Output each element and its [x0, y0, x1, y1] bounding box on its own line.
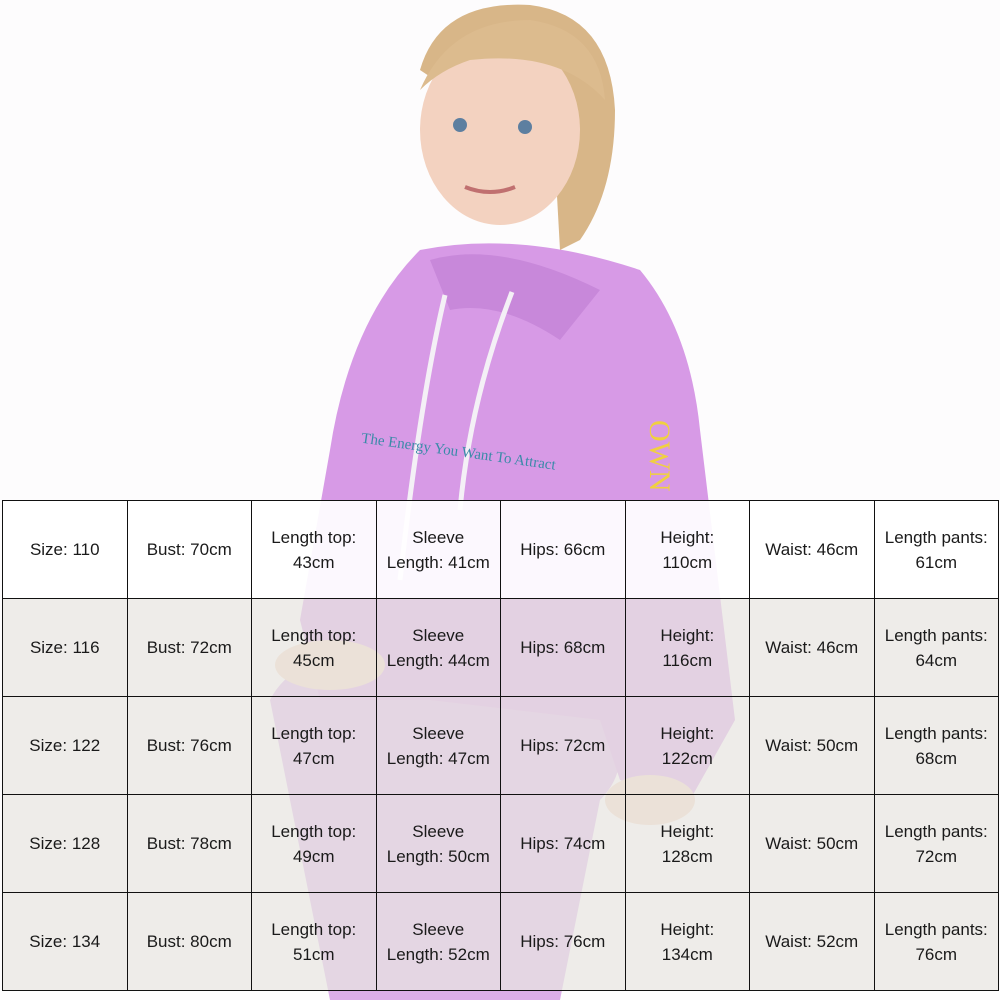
- cell-hips: Hips: 74cm: [500, 794, 626, 893]
- cell-hips: Hips: 68cm: [500, 598, 626, 697]
- cell-hips: Hips: 76cm: [500, 892, 626, 991]
- size-row: Size: 134 Bust: 80cm Length top: 51cm Sleev…: [2, 892, 999, 991]
- cell-size: Size: 134: [2, 892, 128, 991]
- cell-sleeve-length: Sleeve Length: 44cm: [375, 598, 501, 697]
- cell-size: Size: 122: [2, 696, 128, 795]
- cell-length-top: Length top: 43cm: [251, 500, 377, 599]
- cell-length-pants: Length pants: 76cm: [873, 892, 999, 991]
- size-row: Size: 110 Bust: 70cm Length top: 43cm Sleev…: [2, 500, 999, 599]
- cell-size: Size: 110: [2, 500, 128, 599]
- size-row: Size: 122 Bust: 76cm Length top: 47cm Sleev…: [2, 696, 999, 795]
- svg-text:OWN: OWN: [643, 420, 676, 492]
- cell-sleeve-length: Sleeve Length: 52cm: [375, 892, 501, 991]
- cell-length-top: Length top: 47cm: [251, 696, 377, 795]
- cell-height: Height: 110cm: [624, 500, 750, 599]
- cell-bust: Bust: 80cm: [126, 892, 252, 991]
- cell-size: Size: 116: [2, 598, 128, 697]
- face: [420, 35, 580, 225]
- cell-length-top: Length top: 51cm: [251, 892, 377, 991]
- cell-length-top: Length top: 45cm: [251, 598, 377, 697]
- cell-length-pants: Length pants: 64cm: [873, 598, 999, 697]
- cell-sleeve-length: Sleeve Length: 50cm: [375, 794, 501, 893]
- cell-height: Height: 134cm: [624, 892, 750, 991]
- cell-height: Height: 116cm: [624, 598, 750, 697]
- size-chart-table: Size: 110 Bust: 70cm Length top: 43cm Sleev…: [2, 500, 999, 991]
- cell-bust: Bust: 72cm: [126, 598, 252, 697]
- cell-length-top: Length top: 49cm: [251, 794, 377, 893]
- cell-waist: Waist: 50cm: [749, 696, 875, 795]
- cell-size: Size: 128: [2, 794, 128, 893]
- size-row: Size: 116 Bust: 72cm Length top: 45cm Sleev…: [2, 598, 999, 697]
- cell-waist: Waist: 52cm: [749, 892, 875, 991]
- cell-height: Height: 122cm: [624, 696, 750, 795]
- cell-sleeve-length: Sleeve Length: 47cm: [375, 696, 501, 795]
- cell-hips: Hips: 72cm: [500, 696, 626, 795]
- size-row: Size: 128 Bust: 78cm Length top: 49cm Sleev…: [2, 794, 999, 893]
- cell-waist: Waist: 46cm: [749, 500, 875, 599]
- cell-hips: Hips: 66cm: [500, 500, 626, 599]
- cell-sleeve-length: Sleeve Length: 41cm: [375, 500, 501, 599]
- cell-length-pants: Length pants: 72cm: [873, 794, 999, 893]
- cell-bust: Bust: 78cm: [126, 794, 252, 893]
- cell-bust: Bust: 70cm: [126, 500, 252, 599]
- cell-length-pants: Length pants: 68cm: [873, 696, 999, 795]
- cell-waist: Waist: 50cm: [749, 794, 875, 893]
- cell-height: Height: 128cm: [624, 794, 750, 893]
- cell-bust: Bust: 76cm: [126, 696, 252, 795]
- cell-waist: Waist: 46cm: [749, 598, 875, 697]
- cell-length-pants: Length pants: 61cm: [873, 500, 999, 599]
